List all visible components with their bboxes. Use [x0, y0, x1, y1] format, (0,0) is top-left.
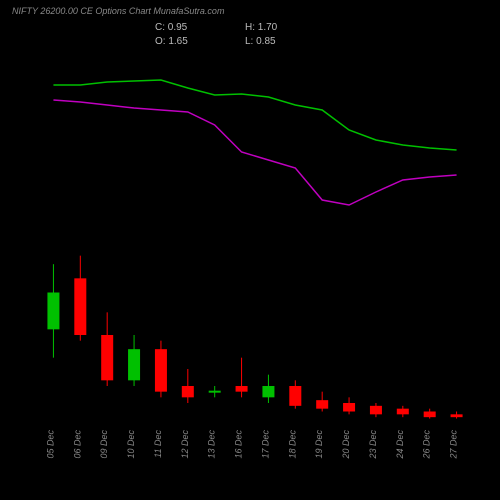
candle-body — [316, 400, 328, 409]
x-tick-label: 26 Dec — [422, 430, 432, 460]
x-tick-label: 17 Dec — [260, 430, 270, 459]
x-tick-label: 19 Dec — [314, 430, 324, 459]
candle-body — [101, 335, 113, 380]
x-tick-label: 05 Dec — [45, 430, 55, 459]
x-tick-label: 12 Dec — [180, 430, 190, 459]
candle-body — [47, 293, 59, 330]
candle-body — [155, 349, 167, 392]
x-tick-label: 24 Dec — [395, 430, 405, 460]
green-line — [53, 80, 456, 150]
x-tick-label: 16 Dec — [234, 430, 244, 459]
candle-body — [236, 386, 248, 392]
x-tick-label: 18 Dec — [287, 430, 297, 459]
x-tick-label: 13 Dec — [207, 430, 217, 459]
x-tick-label: 27 Dec — [449, 430, 459, 460]
x-tick-label: 09 Dec — [99, 430, 109, 459]
x-tick-label: 11 Dec — [153, 430, 163, 458]
candle-body — [262, 386, 274, 397]
candle-body — [182, 386, 194, 397]
chart: 05 Dec 06 Dec 09 Dec 10 Dec 11 Dec 12 Dec 13 D… — [0, 0, 500, 500]
x-tick-label: 06 Dec — [72, 430, 82, 459]
candle-body — [370, 406, 382, 415]
magenta-line — [53, 100, 456, 205]
candle-body — [424, 412, 436, 418]
x-tick-label: 23 Dec — [368, 430, 378, 460]
x-tick-label: 10 Dec — [126, 430, 136, 459]
candle-body — [128, 349, 140, 380]
candle-body — [397, 409, 409, 415]
candle-body — [343, 403, 355, 412]
x-tick-label: 20 Dec — [341, 430, 351, 460]
candle-body — [74, 278, 86, 335]
candle-body — [451, 414, 463, 417]
candle-body — [289, 386, 301, 406]
